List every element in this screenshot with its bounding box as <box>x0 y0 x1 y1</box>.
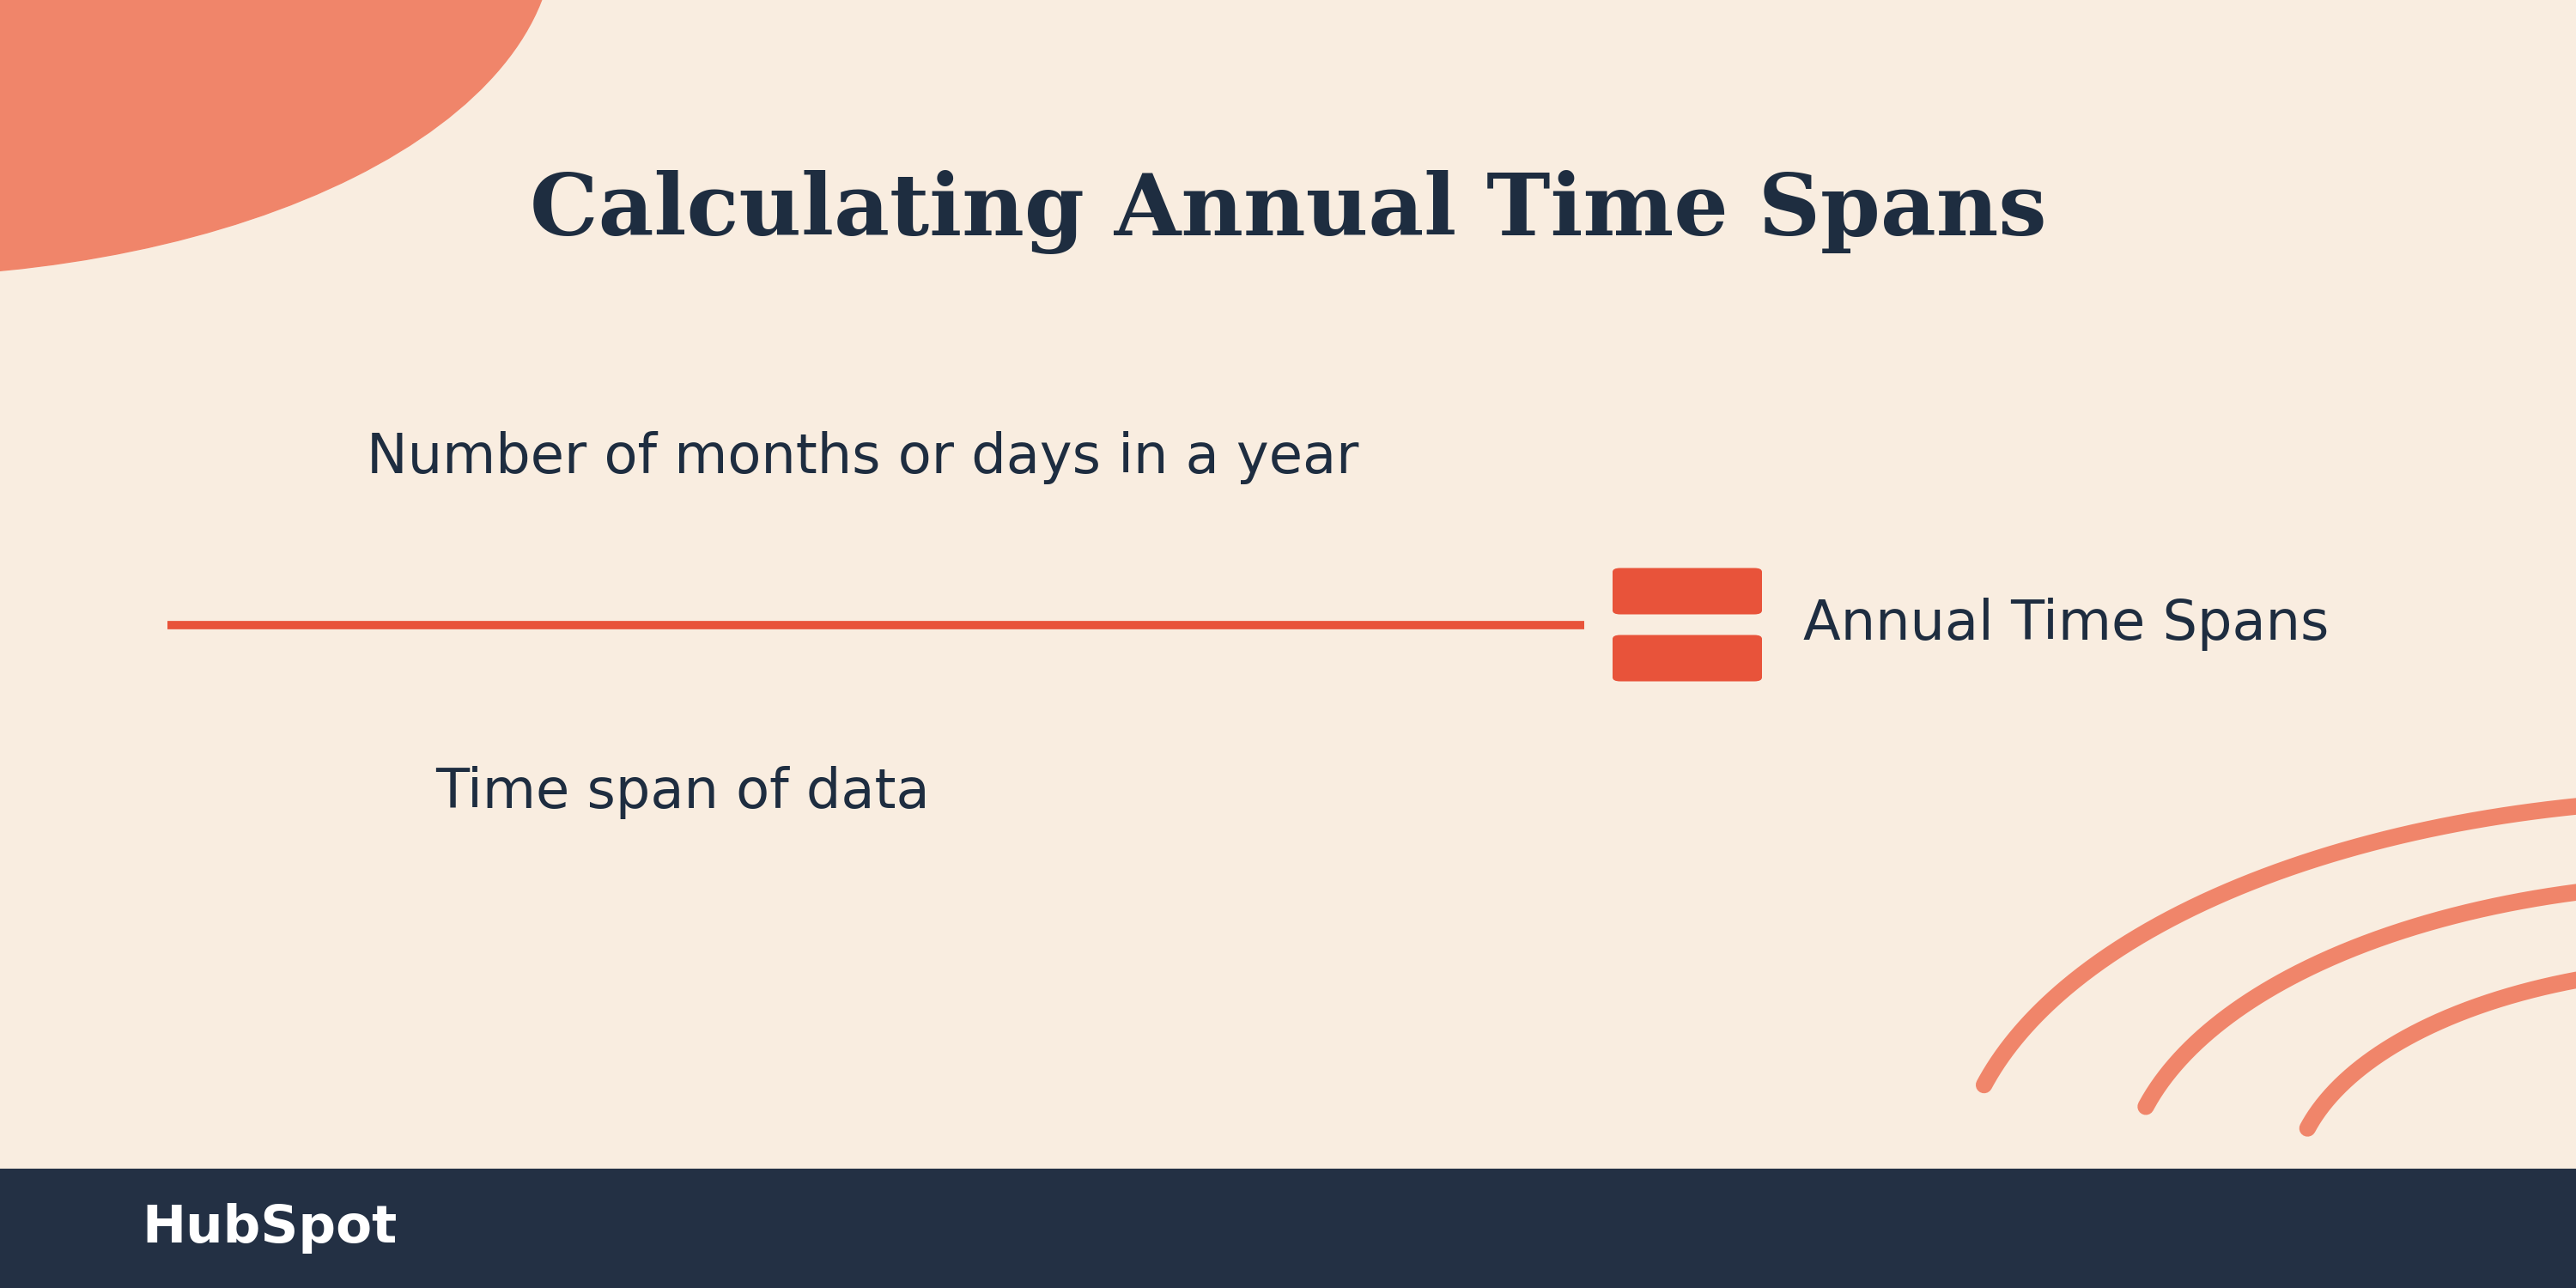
Text: HubSpot: HubSpot <box>142 1203 397 1253</box>
Text: Annual Time Spans: Annual Time Spans <box>1803 598 2329 652</box>
FancyBboxPatch shape <box>1613 568 1762 614</box>
Circle shape <box>0 0 554 277</box>
Text: Time span of data: Time span of data <box>435 765 930 819</box>
FancyBboxPatch shape <box>1613 635 1762 681</box>
Bar <box>0 1168 2576 1288</box>
Text: Number of months or days in a year: Number of months or days in a year <box>366 430 1360 484</box>
Text: Calculating Annual Time Spans: Calculating Annual Time Spans <box>531 170 2045 255</box>
